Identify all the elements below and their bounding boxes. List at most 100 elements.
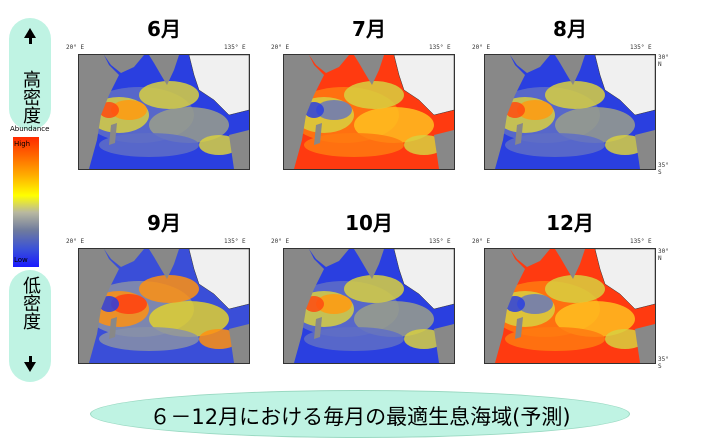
low-density-label: 低密度 — [20, 276, 41, 330]
abundance-region — [111, 294, 147, 314]
indian-ocean-map — [484, 248, 656, 364]
india-landmass — [354, 55, 384, 85]
abundance-region — [316, 100, 352, 120]
abundance-region — [199, 329, 239, 349]
scale-title: Abundance — [10, 125, 50, 133]
abundance-region — [199, 135, 239, 155]
south-lat-label: 35° S — [658, 162, 669, 176]
abundance-region — [545, 275, 605, 303]
footer-title-banner: ６－12月における毎月の最適生息海域(予測) — [90, 390, 630, 438]
month-label: 9月 — [147, 211, 181, 235]
madagascar-landmass — [109, 123, 117, 145]
madagascar-landmass — [109, 317, 117, 339]
east-lon-label: 135° E — [429, 44, 451, 51]
australia-landmass — [229, 130, 249, 169]
west-lon-label: 20° E — [66, 238, 85, 245]
month-label: 10月 — [345, 211, 393, 235]
map-panel: 10月 20° E 135° E — [271, 211, 467, 364]
east-lon-label: 135° E — [630, 44, 652, 51]
west-lon-label: 20° E — [472, 44, 491, 51]
abundance-region — [517, 100, 553, 120]
arabia-landmass — [510, 55, 550, 73]
indian-ocean-map — [283, 248, 455, 364]
map-panel: 6月 20° E 135° E — [66, 17, 262, 170]
abundance-region — [99, 133, 199, 157]
abundance-region — [111, 100, 147, 120]
map-panel: 12月 20° E 135° E 30° N 35° S — [472, 211, 669, 370]
abundance-region — [304, 133, 404, 157]
abundance-region — [555, 301, 635, 337]
abundance-region — [404, 329, 444, 349]
high-density-legend: 高密度 — [9, 18, 51, 130]
arabia-landmass — [309, 249, 349, 267]
madagascar-landmass — [515, 123, 523, 145]
indian-ocean-map — [78, 54, 250, 170]
east-lon-label: 135° E — [429, 238, 451, 245]
north-lat-label: 30° N — [658, 54, 669, 68]
abundance-region — [149, 107, 229, 143]
abundance-region — [517, 294, 553, 314]
africa-landmass — [485, 55, 525, 169]
indian-ocean-map — [283, 54, 455, 170]
east-lon-label: 135° E — [630, 238, 652, 245]
australia-landmass — [434, 130, 454, 169]
map-panel: 7月 20° E 135° E — [271, 17, 467, 170]
south-lat-label: 35° S — [658, 356, 669, 370]
southeast-asia-landmass — [594, 249, 655, 310]
abundance-region — [354, 301, 434, 337]
southeast-asia-landmass — [594, 55, 655, 116]
africa-landmass — [79, 249, 119, 363]
australia-landmass — [434, 324, 454, 363]
abundance-region — [316, 294, 352, 314]
east-lon-label: 135° E — [224, 44, 246, 51]
abundance-region — [99, 327, 199, 351]
india-landmass — [149, 55, 179, 85]
abundance-region — [505, 327, 605, 351]
west-lon-label: 20° E — [472, 238, 491, 245]
abundance-region — [404, 135, 444, 155]
indian-ocean-map — [78, 248, 250, 364]
month-label: 12月 — [546, 211, 594, 235]
month-label: 7月 — [352, 17, 386, 41]
madagascar-landmass — [515, 317, 523, 339]
arrow-down-icon — [24, 356, 36, 376]
australia-landmass — [229, 324, 249, 363]
abundance-region — [545, 81, 605, 109]
abundance-region — [354, 107, 434, 143]
indian-ocean-map — [484, 54, 656, 170]
abundance-region — [139, 275, 199, 303]
madagascar-landmass — [314, 317, 322, 339]
southeast-asia-landmass — [188, 249, 249, 310]
scale-high-label: High — [14, 140, 31, 148]
scale-low-label: Low — [14, 256, 28, 264]
arrow-up-icon — [24, 24, 36, 44]
footer-title: ６－12月における毎月の最適生息海域(予測) — [149, 405, 571, 429]
west-lon-label: 20° E — [271, 238, 290, 245]
north-lat-label: 30° N — [658, 248, 669, 262]
abundance-region — [605, 329, 645, 349]
africa-landmass — [284, 55, 324, 169]
abundance-region — [304, 327, 404, 351]
madagascar-landmass — [314, 123, 322, 145]
abundance-region — [505, 133, 605, 157]
map-panel: 8月 20° E 135° E 30° N 35° S — [472, 17, 669, 176]
india-landmass — [555, 249, 585, 279]
africa-landmass — [284, 249, 324, 363]
india-landmass — [555, 55, 585, 85]
southeast-asia-landmass — [188, 55, 249, 116]
west-lon-label: 20° E — [271, 44, 290, 51]
india-landmass — [149, 249, 179, 279]
abundance-region — [344, 81, 404, 109]
month-label: 8月 — [553, 17, 587, 41]
arabia-landmass — [104, 55, 144, 73]
india-landmass — [354, 249, 384, 279]
southeast-asia-landmass — [393, 249, 454, 310]
high-density-label: 高密度 — [20, 70, 41, 124]
abundance-color-scale — [13, 137, 39, 267]
abundance-region — [139, 81, 199, 109]
abundance-region — [344, 275, 404, 303]
map-panel: 9月 20° E 135° E — [66, 211, 262, 364]
month-label: 6月 — [147, 17, 181, 41]
west-lon-label: 20° E — [66, 44, 85, 51]
east-lon-label: 135° E — [224, 238, 246, 245]
